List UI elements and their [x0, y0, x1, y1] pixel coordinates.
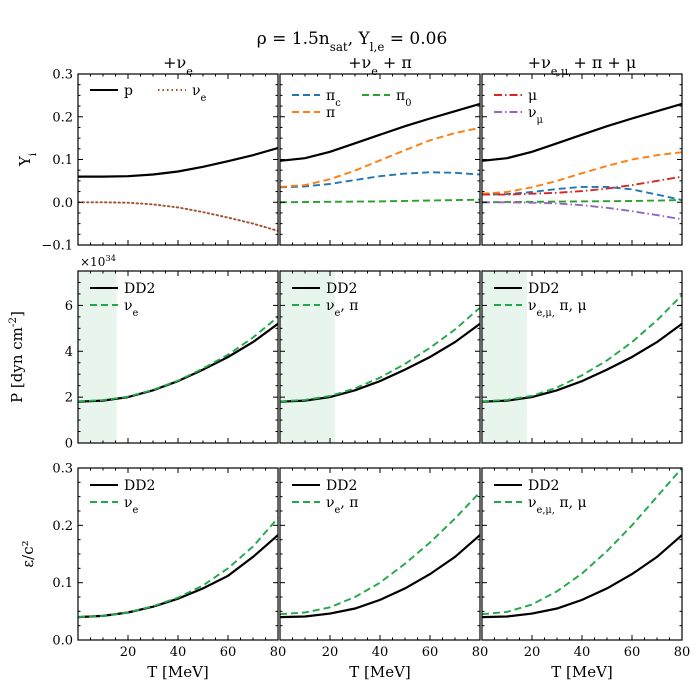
series-line	[482, 102, 682, 162]
y-tick-label: 4	[65, 345, 73, 360]
y-tick-label: 0.3	[52, 462, 73, 477]
x-tick-label: 40	[574, 645, 591, 660]
legend-label: νμ	[528, 105, 544, 126]
legend-label: DD2	[528, 478, 559, 494]
x-tick-label: 80	[674, 645, 691, 660]
y-tick-label: 0.2	[52, 519, 73, 534]
y-axis-label: Yi	[16, 152, 39, 167]
x-tick-label: 20	[322, 645, 339, 660]
series-line	[280, 491, 480, 616]
legend-label: μ	[528, 88, 537, 104]
series-line	[280, 171, 480, 189]
x-tick-label: 80	[472, 645, 489, 660]
y-tick-label: −0.1	[41, 239, 73, 254]
y-axis-label: ε/c²	[19, 540, 37, 567]
series-line	[280, 306, 480, 403]
panel-frame	[481, 467, 683, 641]
y-tick-label: 0.0	[52, 196, 73, 211]
series-line	[482, 199, 682, 204]
series-line	[482, 294, 682, 403]
x-axis-label: T [MeV]	[551, 663, 613, 681]
legend-label: νe, π	[326, 298, 358, 319]
x-tick-label: 40	[372, 645, 389, 660]
x-tick-label: 20	[524, 645, 541, 660]
series-line	[482, 534, 682, 619]
series-line	[280, 198, 480, 204]
legend-label: νe	[124, 495, 139, 516]
pressure-offset-label: ×1034	[80, 253, 116, 269]
series-line	[280, 534, 480, 619]
y-tick-label: 0.1	[52, 153, 73, 168]
legend-label: νe	[124, 298, 139, 319]
validity-shade	[78, 271, 117, 443]
legend-label: p	[124, 83, 133, 99]
legend-label: DD2	[124, 281, 155, 297]
column-title: +νe + π	[348, 53, 412, 78]
x-tick-label: 60	[220, 645, 237, 660]
x-tick-label: 80	[270, 645, 287, 660]
x-tick-label: 60	[624, 645, 641, 660]
series-line	[482, 201, 682, 221]
validity-shade	[482, 271, 527, 443]
panel-frame	[77, 73, 279, 246]
x-axis-label: T [MeV]	[349, 663, 411, 681]
x-tick-label: 40	[170, 645, 187, 660]
legend-label: π	[326, 105, 335, 121]
panel-frame	[481, 73, 683, 246]
figure-title: ρ = 1.5nsat, Yl,e = 0.06	[257, 29, 448, 54]
series-line	[482, 185, 682, 202]
x-tick-label: 60	[422, 645, 439, 660]
y-tick-label: 6	[65, 299, 73, 314]
legend-label: πc	[326, 88, 341, 109]
series-line	[482, 151, 682, 195]
y-tick-label: 0	[65, 437, 73, 452]
series-line	[280, 102, 480, 162]
x-tick-label: 20	[120, 645, 137, 660]
y-axis-label: P [dyn cm-2]	[7, 311, 26, 403]
series-line	[78, 534, 278, 619]
column-title: +νe	[163, 53, 193, 78]
x-axis-label: T [MeV]	[147, 663, 209, 681]
legend-label: π0	[396, 88, 411, 109]
y-tick-label: 0.0	[52, 634, 73, 649]
series-line	[78, 316, 278, 403]
series-line	[78, 146, 278, 178]
series-line	[78, 517, 278, 619]
series-line	[78, 201, 278, 232]
panel-frame	[279, 467, 481, 641]
legend-label: DD2	[326, 478, 357, 494]
y-tick-label: 0.3	[52, 68, 73, 83]
y-tick-label: 2	[65, 391, 73, 406]
legend-label: DD2	[124, 478, 155, 494]
legend-label: DD2	[528, 281, 559, 297]
series-line	[482, 175, 682, 196]
legend-label: νe,μ, π, μ	[528, 298, 587, 319]
legend-label: νe, π	[326, 495, 358, 516]
legend-label: DD2	[326, 281, 357, 297]
y-tick-label: 0.1	[52, 576, 73, 591]
column-title: +νe,μ + π + μ	[528, 53, 637, 78]
validity-shade	[280, 271, 335, 443]
legend-label: νe,μ, π, μ	[528, 495, 587, 516]
series-line	[280, 126, 480, 188]
series-line	[482, 468, 682, 616]
legend-label: νe	[192, 83, 207, 104]
y-tick-label: 0.2	[52, 110, 73, 125]
